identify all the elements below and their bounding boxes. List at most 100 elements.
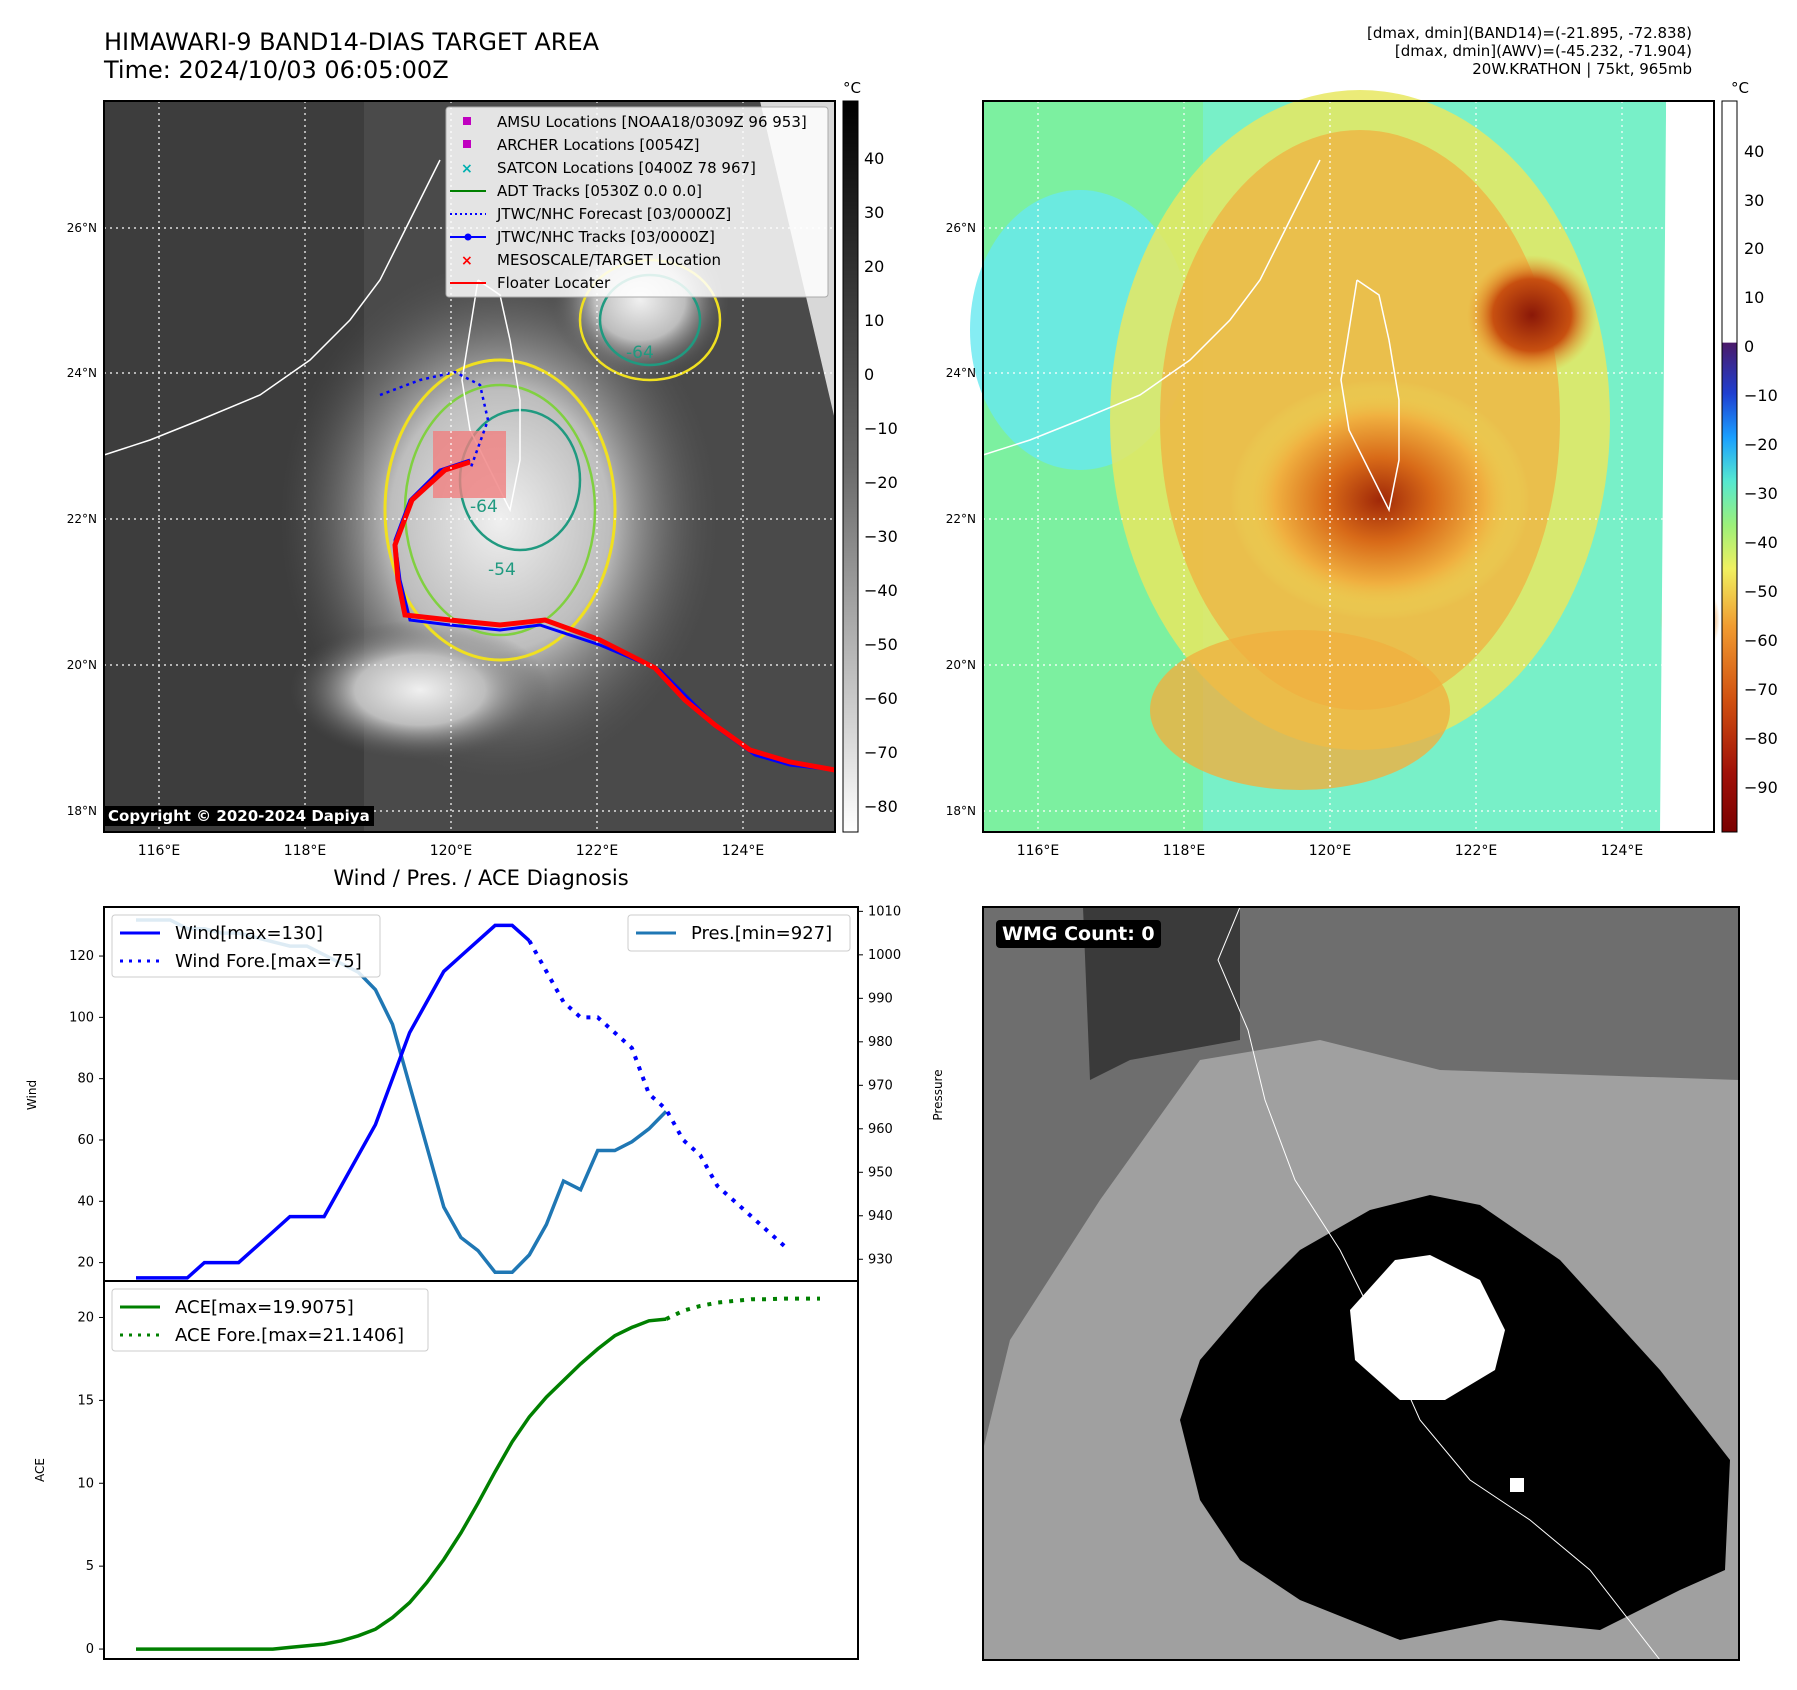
- pressure-tick-label: 950: [868, 1165, 893, 1180]
- wind-forecast-line: [527, 939, 788, 1249]
- legend-forecast: JTWC/NHC Forecast [03/0000Z]: [496, 205, 731, 223]
- col-lon-118: 118°E: [1163, 843, 1206, 859]
- color-colorbar-ticks: 40 30 20 10 0 −10 −20 −30 −40 −50 −60 −7…: [1744, 142, 1778, 797]
- pressure-y-ticks: 930 940 950 960 970 980 990 1000 1010: [858, 904, 901, 1267]
- diagnosis-title: Wind / Pres. / ACE Diagnosis: [333, 866, 629, 890]
- col-lat-22: 22°N: [946, 512, 976, 526]
- ir-lat-24: 24°N: [67, 366, 97, 380]
- ir-tick-m60: −60: [864, 689, 898, 708]
- color-map-panel: [970, 90, 1720, 833]
- ace-forecast-line: [665, 1296, 820, 1321]
- ir-tick-20: 20: [864, 257, 884, 276]
- col-lat-18: 18°N: [946, 804, 976, 818]
- color-coastline-china: [982, 159, 1321, 456]
- ir-colorbar-ticks: 40 30 20 10 0 −10 −20 −30 −40 −50 −60 −7…: [864, 149, 898, 816]
- color-north-cell: [1467, 255, 1597, 375]
- color-lat-labels: 26°N 24°N 22°N 20°N 18°N: [946, 221, 976, 818]
- ir-lon-labels: 116°E 118°E 120°E 122°E 124°E: [138, 843, 765, 859]
- legend-adt: ADT Tracks [0530Z 0.0 0.0]: [497, 182, 702, 200]
- wmg-pixel: [1510, 1478, 1524, 1492]
- pressure-tick-label: 1010: [868, 904, 901, 919]
- wind-fore-legend-label: Wind Fore.[max=75]: [175, 951, 362, 972]
- color-no-data-edge: [1660, 101, 1714, 832]
- pressure-axis-label: Pressure: [931, 1069, 945, 1120]
- ace-tick-label: 10: [77, 1476, 94, 1491]
- color-south-band: [1150, 630, 1450, 790]
- ace-tick-label: 0: [86, 1642, 94, 1657]
- color-lon-labels: 116°E 118°E 120°E 122°E 124°E: [1017, 843, 1644, 859]
- ir-tick-10: 10: [864, 311, 884, 330]
- color-coastline-taiwan: [1340, 279, 1400, 513]
- wmg-eye: [1350, 1255, 1505, 1400]
- legend-floater: Floater Locater: [497, 274, 611, 292]
- ir-tick-m40: −40: [864, 581, 898, 600]
- color-grid: [983, 101, 1714, 832]
- col-tick-m90: −90: [1744, 778, 1778, 797]
- ir-tick-m70: −70: [864, 743, 898, 762]
- ir-tick-40: 40: [864, 149, 884, 168]
- amsu-marker: [463, 117, 471, 125]
- ace-fore-legend-label: ACE Fore.[max=21.1406]: [175, 1325, 404, 1346]
- color-colorbar: °C 40 30 20 10 0 −10 −20 −30 −40 −50 −60…: [1721, 79, 1778, 833]
- col-tick-m50: −50: [1744, 582, 1778, 601]
- contour-label-2: -64: [470, 497, 498, 517]
- ir-tick-m10: −10: [864, 419, 898, 438]
- pressure-tick-label: 940: [868, 1209, 893, 1224]
- ir-tick-m80: −80: [864, 797, 898, 816]
- pressure-tick-label: 980: [868, 1035, 893, 1050]
- pres-legend-label: Pres.[min=927]: [691, 923, 832, 944]
- wind-legend-label: Wind[max=130]: [175, 923, 323, 944]
- pres-legend: [627, 914, 851, 952]
- col-lon-120: 120°E: [1309, 843, 1352, 859]
- wind-tick-label: 40: [77, 1194, 94, 1209]
- ir-colorbar-unit: °C: [843, 79, 861, 97]
- ir-lat-22: 22°N: [67, 512, 97, 526]
- ir-lon-116: 116°E: [138, 843, 181, 859]
- info-line3: 20W.KRATHON | 75kt, 965mb: [1472, 60, 1692, 78]
- ir-lat-26: 26°N: [67, 221, 97, 235]
- ace-line: [136, 1317, 667, 1651]
- col-tick-40: 40: [1744, 142, 1764, 161]
- color-colorbar-unit: °C: [1731, 79, 1749, 97]
- figure-title: HIMAWARI-9 BAND14-DIAS TARGET AREA Time:…: [104, 28, 599, 84]
- col-lat-24: 24°N: [946, 366, 976, 380]
- wind-tick-label: 20: [77, 1256, 94, 1271]
- pressure-tick-label: 970: [868, 1078, 893, 1093]
- ace-tick-label: 5: [86, 1559, 94, 1574]
- ir-cloud-south: [290, 620, 550, 760]
- col-tick-20: 20: [1744, 239, 1764, 258]
- col-tick-m30: −30: [1744, 484, 1778, 503]
- legend-archer: ARCHER Locations [0054Z]: [497, 136, 700, 154]
- legend-amsu: AMSU Locations [NOAA18/0309Z 96 953]: [497, 113, 807, 131]
- ir-lat-18: 18°N: [67, 804, 97, 818]
- contour-label-3: -54: [488, 560, 516, 580]
- archer-marker: [463, 140, 471, 148]
- coastline-china: [103, 159, 441, 456]
- wmg-coastline: [1217, 906, 1661, 1661]
- satcon-marker: ×: [461, 161, 473, 177]
- ace-legend-label: ACE[max=19.9075]: [175, 1297, 354, 1318]
- pressure-tick-label: 960: [868, 1122, 893, 1137]
- ace-lines: [136, 1296, 820, 1651]
- ace-legend: [111, 1288, 429, 1352]
- title-line1: HIMAWARI-9 BAND14-DIAS TARGET AREA: [104, 28, 600, 56]
- ir-tick-30: 30: [864, 203, 884, 222]
- title-line2: Time: 2024/10/03 06:05:00Z: [104, 56, 449, 84]
- wmg-cold-cloud: [1180, 1195, 1730, 1640]
- color-colorbar-gradient: [1721, 100, 1738, 833]
- wmg-darker-region: [1083, 907, 1240, 1080]
- pressure-tick-label: 930: [868, 1252, 893, 1267]
- ir-tick-0: 0: [864, 365, 874, 384]
- ir-lat-20: 20°N: [67, 658, 97, 672]
- coastline-taiwan: [461, 279, 521, 513]
- col-tick-m70: −70: [1744, 680, 1778, 699]
- ir-lon-122: 122°E: [576, 843, 619, 859]
- col-tick-m80: −80: [1744, 729, 1778, 748]
- ir-colorbar-gradient: [842, 100, 859, 833]
- ir-lon-124: 124°E: [722, 843, 765, 859]
- ace-tick-label: 15: [77, 1393, 94, 1408]
- wmg-count-label: WMG Count: 0: [996, 920, 1161, 948]
- col-lat-20: 20°N: [946, 658, 976, 672]
